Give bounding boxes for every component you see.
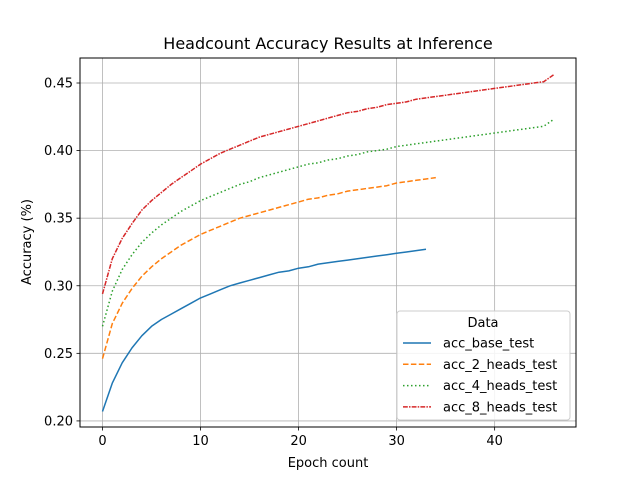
legend-box (396, 310, 571, 421)
y-tick-label: 0.20 (44, 414, 73, 429)
legend-label: acc_8_heads_test (443, 400, 557, 415)
legend-label: acc_2_heads_test (443, 358, 557, 373)
x-tick-label: 10 (192, 434, 209, 449)
axis-ticks: 0 10 20 30 40 0.20 0.25 0.30 0.35 0.40 0.45 (44, 77, 503, 449)
y-tick-label: 0.35 (44, 212, 73, 227)
x-tick-label: 40 (486, 434, 503, 449)
y-tick-label: 0.40 (44, 144, 73, 159)
y-tick-label: 0.45 (44, 77, 73, 92)
legend-label: acc_4_heads_test (443, 379, 557, 394)
plot-frame (79, 57, 577, 428)
y-tick-label: 0.30 (44, 279, 73, 294)
series-line-acc-base-test (101, 248, 427, 412)
legend-label: acc_base_test (443, 337, 534, 352)
y-tick-label: 0.25 (44, 347, 73, 362)
grid-lines (80, 58, 576, 427)
legend-entries: acc_base_test acc_2_heads_test acc_4_heads… (403, 337, 557, 415)
chart-title: Headcount Accuracy Results at Inference (163, 34, 492, 53)
series-lines (101, 74, 554, 412)
series-line-acc-8-heads-test (101, 74, 554, 295)
legend-title: Data (467, 316, 498, 331)
x-tick-label: 30 (388, 434, 405, 449)
series-line-acc-2-heads-test (101, 176, 436, 359)
x-tick-label: 20 (290, 434, 307, 449)
series-line-acc-4-heads-test (101, 118, 554, 327)
legend: Data acc_base_test acc_2_heads_test acc_4_… (396, 310, 571, 421)
y-axis-label: Accuracy (%) (20, 199, 35, 285)
x-tick-label: 0 (98, 434, 106, 449)
x-axis-label: Epoch count (288, 456, 369, 471)
